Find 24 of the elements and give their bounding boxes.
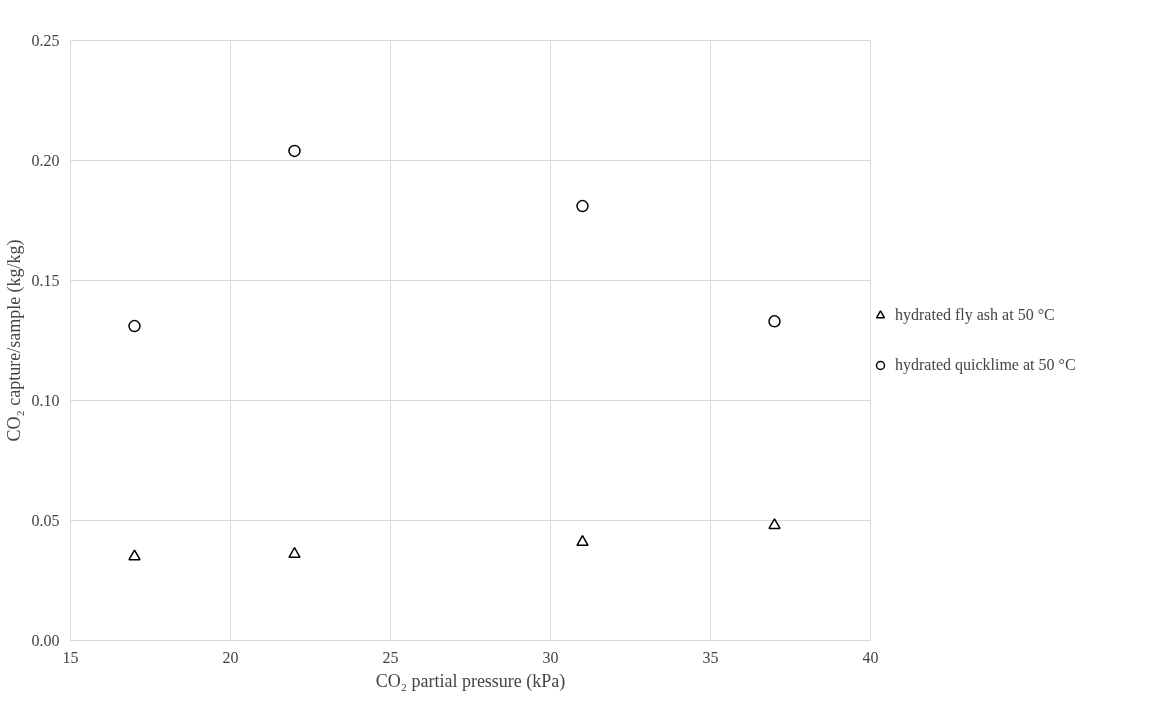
y-tick-label: 0.25 <box>31 32 60 49</box>
point <box>288 144 301 158</box>
x-tick-label: 30 <box>542 648 559 666</box>
point <box>288 547 301 559</box>
x-tick-label: 40 <box>862 648 879 666</box>
x-tick-label: 15 <box>62 648 79 666</box>
x-axis-title: CO₂ partial pressure (kPa) <box>375 670 566 692</box>
point <box>768 518 781 530</box>
y-tick-label: 0.00 <box>31 632 60 649</box>
legend-label: hydrated fly ash at 50 °C <box>895 306 1055 324</box>
legend-label: hydrated quicklime at 50 °C <box>895 356 1076 374</box>
y-tick-label: 0.10 <box>31 392 60 409</box>
x-tick-label: 35 <box>702 648 719 666</box>
point <box>576 199 589 213</box>
point <box>128 319 141 333</box>
y-axis-title: CO₂ capture/sample (kg/kg) <box>3 239 25 442</box>
y-tick-label: 0.20 <box>31 152 60 169</box>
x-tick-label: 25 <box>382 648 399 666</box>
point <box>128 549 141 561</box>
y-tick-label: 0.05 <box>31 512 60 529</box>
point <box>576 535 589 547</box>
x-tick-label: 20 <box>222 648 239 666</box>
point <box>768 315 781 328</box>
y-tick-label: 0.15 <box>31 272 60 289</box>
